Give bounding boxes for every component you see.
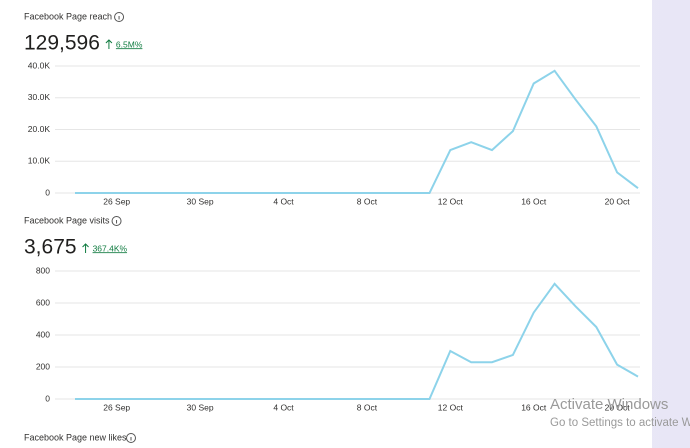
y-tick-label: 0 <box>45 393 50 403</box>
x-tick-label: 4 Oct <box>273 196 294 206</box>
x-tick-label: 20 Oct <box>605 402 631 412</box>
x-tick-label: 30 Sep <box>187 402 214 412</box>
x-tick-label: 30 Sep <box>187 196 214 206</box>
info-icon[interactable] <box>126 433 136 443</box>
card <box>0 0 652 448</box>
x-tick-label: 26 Sep <box>103 196 130 206</box>
section-title: Facebook Page visits <box>24 215 110 225</box>
watermark: Go to Settings to activate W <box>550 417 690 429</box>
y-tick-label: 20.0K <box>28 124 51 134</box>
y-tick-label: 400 <box>36 329 50 339</box>
y-tick-label: 40.0K <box>28 60 51 70</box>
info-icon[interactable] <box>111 216 122 226</box>
x-tick-label: 26 Sep <box>103 402 130 412</box>
y-tick-label: 0 <box>45 187 50 197</box>
change-link[interactable]: 6.5M% <box>116 39 143 49</box>
info-icon[interactable] <box>114 12 125 22</box>
watermark: Activate Windows <box>550 396 668 413</box>
line-series <box>75 69 639 194</box>
x-tick-label: 16 Oct <box>521 196 547 206</box>
up-arrow <box>105 39 113 49</box>
change-link[interactable]: 367.4K% <box>93 243 128 253</box>
y-tick-label: 800 <box>36 265 50 275</box>
total-value: 129,596 <box>24 32 100 55</box>
total-value: 3,675 <box>24 236 77 259</box>
up-arrow <box>82 243 89 253</box>
y-tick-label: 10.0K <box>28 156 51 166</box>
x-tick-label: 12 Oct <box>438 402 464 412</box>
x-tick-label: 12 Oct <box>438 196 464 206</box>
x-tick-label: 20 Oct <box>605 196 631 206</box>
charts: Facebook Page reach 129,596 6.5M% 0 10.0K 20.… <box>24 11 640 412</box>
y-tick-label: 600 <box>36 297 50 307</box>
x-tick-label: 16 Oct <box>521 402 547 412</box>
line-series <box>75 282 639 400</box>
x-tick-label: 4 Oct <box>273 402 294 412</box>
info-circle <box>111 216 122 226</box>
section-title: Facebook Page reach <box>24 11 112 21</box>
y-tick-label: 200 <box>36 361 50 371</box>
x-tick-label: 8 Oct <box>357 196 378 206</box>
x-tick-label: 8 Oct <box>357 402 378 412</box>
y-tick-label: 30.0K <box>28 92 51 102</box>
info-circle <box>114 12 125 22</box>
section-title: Facebook Page new likes <box>24 432 127 442</box>
